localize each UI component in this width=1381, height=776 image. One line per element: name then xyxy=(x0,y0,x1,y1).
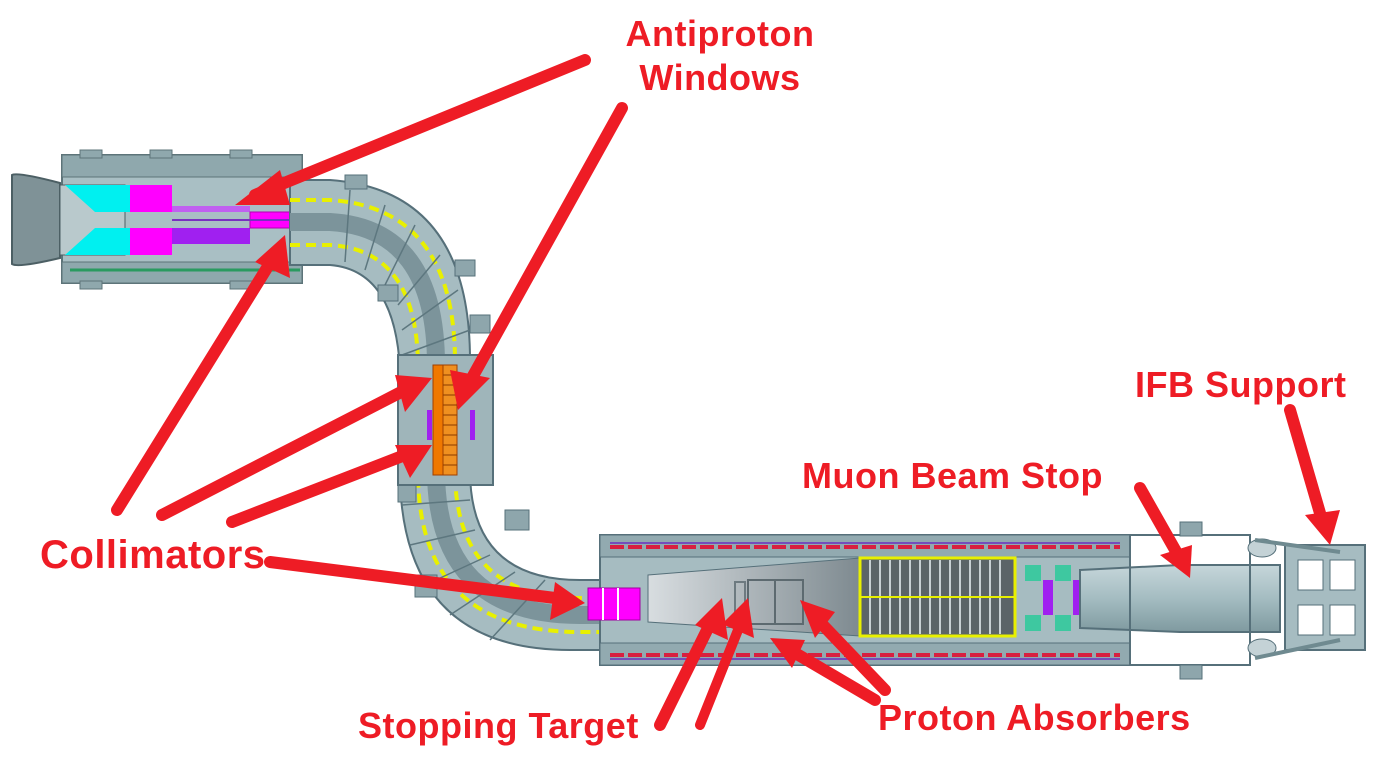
detector-solenoid xyxy=(587,521,1366,680)
label-ifb-support: IFB Support xyxy=(1135,364,1347,405)
label-antiproton-line1: Antiproton xyxy=(625,13,815,54)
arrow-ifb-support xyxy=(1284,404,1340,545)
label-proton-absorbers: Proton Absorbers xyxy=(878,697,1191,738)
label-collimators: Collimators xyxy=(40,533,266,577)
arrow-collimator-downstream xyxy=(264,556,585,620)
label-antiproton-windows: Antiproton Windows xyxy=(600,12,840,100)
arrow-stopping-target-2 xyxy=(695,598,754,730)
arrow-antiproton-upstream xyxy=(235,54,591,205)
arrow-collimator-center-upper xyxy=(156,375,432,521)
label-antiproton-line2: Windows xyxy=(639,57,801,98)
arrow-antiproton-center xyxy=(450,102,628,410)
arrow-stopping-target xyxy=(654,598,728,731)
arrow-muon-beam-stop xyxy=(1134,482,1192,578)
production-solenoid xyxy=(11,149,303,290)
arrow-collimator-center-lower xyxy=(226,445,432,528)
arrow-collimator-upstream xyxy=(111,235,290,516)
arrow-proton-absorber-1 xyxy=(770,638,881,706)
arrow-proton-absorber-2 xyxy=(800,600,891,696)
callout-arrows xyxy=(111,54,1340,731)
label-stopping-target: Stopping Target xyxy=(358,705,639,746)
label-muon-beam-stop: Muon Beam Stop xyxy=(802,455,1103,496)
transport-solenoid xyxy=(289,174,601,651)
